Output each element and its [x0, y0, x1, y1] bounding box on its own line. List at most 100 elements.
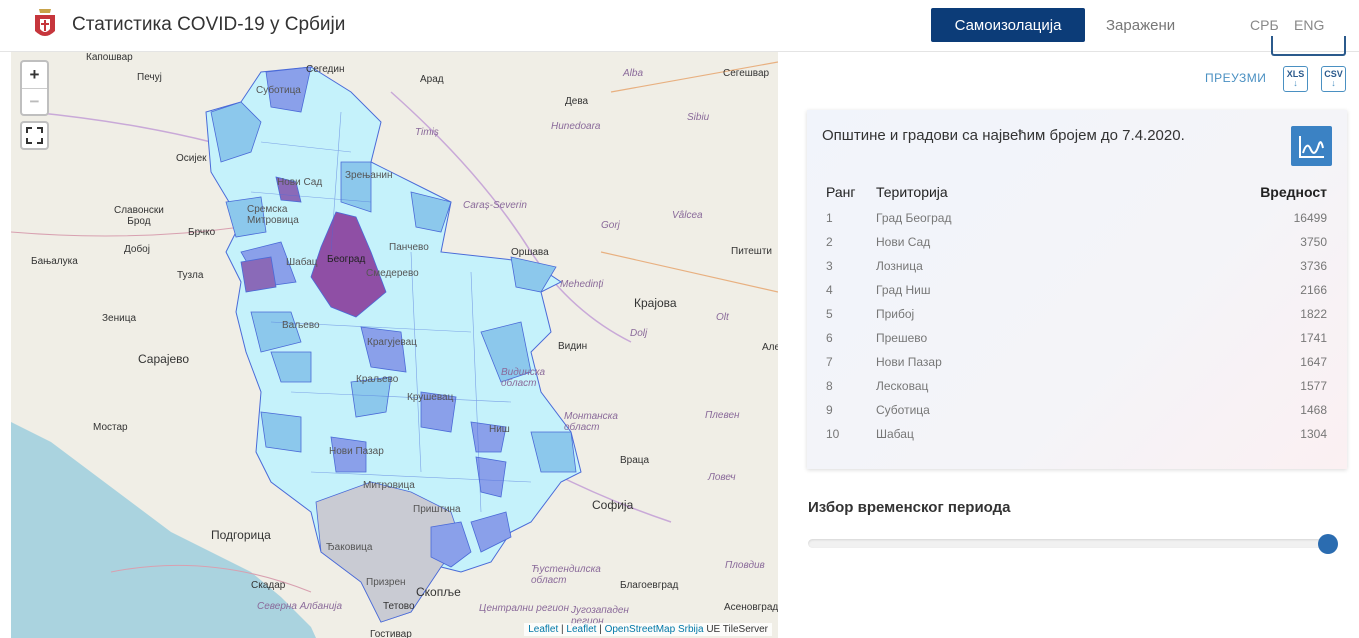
map-label-gorj: Gorj: [601, 220, 620, 231]
lang-serbian-link[interactable]: СРБ: [1250, 17, 1279, 33]
serbia-crest-icon: [35, 9, 55, 36]
map-label-beograd: Београд: [327, 254, 366, 265]
map-label-krajova: Крајова: [634, 296, 677, 310]
map-label-valjevo: Ваљево: [282, 320, 320, 331]
map-label-dolj: Dolj: [630, 328, 648, 339]
map-label-pleven: Плевен: [705, 410, 740, 421]
col-header-value: Вредност: [1260, 184, 1327, 200]
territory-cell: Лозница: [876, 259, 923, 273]
value-cell: 1741: [1300, 331, 1327, 345]
fullscreen-button[interactable]: [20, 121, 49, 150]
map-label-smederevo: Смедерево: [366, 268, 419, 279]
period-selection-label: Избор временског периода: [808, 499, 1011, 516]
line-chart-icon: [1299, 136, 1324, 158]
map-label-subotica: Суботица: [256, 85, 301, 96]
attribution-leaflet-link-2[interactable]: Leaflet: [566, 624, 597, 635]
map-label-gostivar: Гостивар: [370, 629, 412, 638]
period-slider-handle[interactable]: [1318, 534, 1338, 554]
rank-cell: 5: [826, 307, 833, 321]
map-label-vidin: Видин: [558, 341, 588, 352]
map-label-mehedinti: Mehedinți: [560, 279, 604, 290]
map-label-severna-albanija: Северна Албанија: [257, 601, 343, 612]
map-label-banjaluka: Бањалука: [31, 256, 78, 267]
table-row: 8 Лесковац 1577: [807, 379, 1347, 403]
map-label-novi-sad: Нови Сад: [277, 177, 323, 188]
top-partial-button[interactable]: [1271, 36, 1346, 56]
attribution-tileserver: UE TileServer: [706, 624, 768, 635]
xls-download-button[interactable]: XLS ↓: [1283, 66, 1308, 92]
territory-cell: Град Београд: [876, 211, 952, 225]
territory-cell: Прибој: [876, 307, 915, 321]
map-label-montanska: Монтанска област: [564, 411, 618, 433]
attribution-leaflet-link-1[interactable]: Leaflet: [528, 624, 559, 635]
map-label-slavonski-brod: Славонски Брод: [114, 205, 164, 227]
map-label-kustendilska: Ћустендилска област: [531, 564, 601, 586]
download-arrow-icon: ↓: [1331, 78, 1336, 88]
chart-toggle-button[interactable]: [1291, 126, 1332, 166]
rank-cell: 1: [826, 211, 833, 225]
map-label-pecuj: Печуј: [137, 72, 162, 83]
territory-cell: Нови Пазар: [876, 355, 942, 369]
rank-cell: 3: [826, 259, 833, 273]
csv-download-button[interactable]: CSV ↓: [1321, 66, 1346, 92]
rank-cell: 7: [826, 355, 833, 369]
table-row: 9 Суботица 1468: [807, 403, 1347, 427]
col-header-territory: Територија: [876, 184, 948, 200]
table-row: 10 Шабац 1304: [807, 427, 1347, 451]
value-cell: 3736: [1300, 259, 1327, 273]
map-label-osijek: Осијек: [176, 153, 207, 164]
map-label-timis: Timiș: [415, 127, 439, 138]
rank-cell: 6: [826, 331, 833, 345]
top-municipalities-card: Општине и градови са највећим бројем до …: [807, 110, 1347, 469]
map-label-novi-pazar: Нови Пазар: [329, 446, 384, 457]
app-title: Статистика COVID-19 у Србији: [72, 14, 346, 35]
map-label-vraca: Враца: [620, 455, 650, 466]
map-label-podgorica: Подгорица: [211, 528, 271, 542]
map-label-kragujevac: Крагујевац: [367, 337, 417, 348]
map-label-hunedoara: Hunedoara: [551, 121, 601, 132]
map-label-kaposvar: Капошвар: [86, 52, 133, 63]
zoom-out-button[interactable]: −: [22, 88, 47, 114]
map-label-valcea: Vâlcea: [672, 210, 703, 221]
map-label-kraljevo: Краљево: [356, 374, 399, 385]
map-label-sabac: Шабац: [286, 257, 318, 268]
territory-cell: Шабац: [876, 427, 914, 441]
value-cell: 2166: [1300, 283, 1327, 297]
attribution-osm-link[interactable]: OpenStreetMap Srbija: [604, 624, 704, 635]
choropleth-map[interactable]: Капошвар Печуј Осијек Славонски Брод Брч…: [11, 52, 778, 638]
map-label-zenica: Зеница: [102, 313, 136, 324]
nav-infected-link[interactable]: Заражени: [1106, 17, 1176, 34]
value-cell: 1822: [1300, 307, 1327, 321]
territory-cell: Прешево: [876, 331, 928, 345]
rank-cell: 8: [826, 379, 833, 393]
map-label-skopje: Скопље: [416, 585, 461, 599]
table-row: 6 Прешево 1741: [807, 331, 1347, 355]
period-slider-track[interactable]: [808, 539, 1335, 548]
xls-label: XLS: [1286, 69, 1305, 79]
map-label-vidinska: Видинска област: [501, 367, 546, 389]
territory-cell: Град Ниш: [876, 283, 931, 297]
map-label-mitrovica: Митровица: [363, 480, 415, 491]
map-label-ale: Але: [762, 342, 778, 353]
nav-self-isolation-button[interactable]: Самоизолација: [931, 8, 1085, 42]
zoom-in-button[interactable]: +: [29, 65, 40, 84]
map-label-plovdiv: Пловдив: [725, 560, 765, 571]
table-row: 5 Прибој 1822: [807, 307, 1347, 331]
map-label-pancevo: Панчево: [389, 242, 429, 253]
zoom-control: + −: [20, 60, 49, 116]
map-label-krusevac: Крушевац: [407, 392, 454, 403]
card-title: Општине и градови са највећим бројем до …: [822, 127, 1185, 144]
csv-label: CSV: [1324, 69, 1343, 79]
table-row: 1 Град Београд 16499: [807, 211, 1347, 235]
map-label-olt: Olt: [716, 312, 729, 323]
territory-cell: Нови Сад: [876, 235, 931, 249]
map-label-orsava: Оршава: [511, 247, 549, 258]
lang-english-link[interactable]: ENG: [1294, 17, 1325, 33]
map-label-asenovgrad: Асеновград: [724, 602, 778, 613]
value-cell: 3750: [1300, 235, 1327, 249]
map-label-sibiu: Sibiu: [687, 112, 710, 123]
table-row: 7 Нови Пазар 1647: [807, 355, 1347, 379]
rank-cell: 10: [826, 427, 840, 441]
value-cell: 1647: [1300, 355, 1327, 369]
map-label-blagoevgrad: Благоевград: [620, 580, 679, 591]
